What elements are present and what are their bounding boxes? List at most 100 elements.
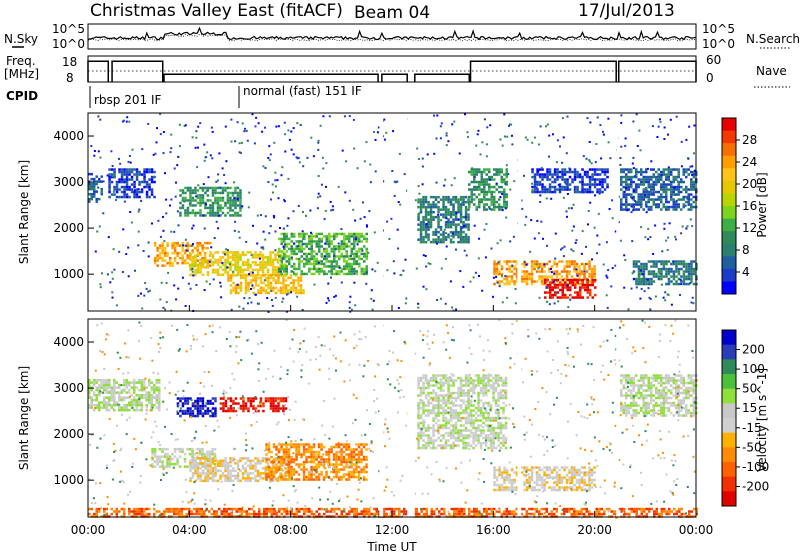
- echo-cell: [285, 463, 288, 466]
- echo-cell: [417, 404, 420, 407]
- echo-cell: [219, 273, 222, 277]
- echo-cell: [234, 206, 237, 210]
- echo-cell: [682, 282, 686, 286]
- echo-cell: [635, 168, 638, 171]
- echo-cell: [153, 450, 157, 453]
- echo-cell: [184, 412, 187, 415]
- echo-cell: [673, 186, 676, 189]
- echo-cell: [232, 289, 235, 292]
- echo-cell: [98, 393, 101, 397]
- echo-cell: [551, 173, 554, 176]
- echo-cell: [396, 180, 399, 183]
- echo-cell: [513, 282, 516, 286]
- echo-cell: [650, 168, 653, 171]
- echo-cell: [105, 381, 108, 384]
- echo-cell: [285, 272, 288, 276]
- echo-cell: [264, 279, 268, 282]
- echo-cell: [176, 164, 179, 167]
- echo-cell: [186, 209, 190, 212]
- echo-cell: [650, 175, 653, 179]
- echo-cell: [662, 190, 665, 194]
- echo-cell: [664, 291, 667, 294]
- echo-cell: [302, 470, 306, 474]
- echo-cell: [289, 289, 293, 292]
- echo-cell: [168, 455, 172, 458]
- echo-cell: [123, 195, 126, 199]
- echo-cell: [280, 270, 282, 273]
- echo-cell: [464, 238, 468, 241]
- echo-cell: [90, 388, 93, 392]
- echo-cell: [284, 274, 288, 277]
- echo-cell: [626, 209, 629, 212]
- echo-cell: [95, 403, 98, 407]
- echo-cell: [520, 277, 524, 281]
- echo-cell: [125, 120, 128, 123]
- echo-cell: [183, 249, 187, 252]
- echo-cell: [113, 383, 116, 387]
- echo-cell: [252, 276, 255, 280]
- echo-cell: [189, 189, 192, 192]
- echo-cell: [665, 190, 668, 194]
- echo-cell: [287, 443, 291, 446]
- echo-cell: [551, 278, 554, 282]
- noise-panel: N.Sky 10^5 10^0 10^5 10^0 N.Search: [4, 22, 800, 51]
- echo-cell: [345, 245, 348, 248]
- echo-cell: [490, 195, 493, 199]
- echo-cell: [325, 185, 327, 188]
- echo-cell: [171, 452, 174, 456]
- echo-cell: [447, 195, 450, 199]
- echo-cell: [195, 136, 198, 139]
- echo-cell: [437, 208, 440, 211]
- echo-cell: [155, 378, 158, 382]
- echo-cell: [115, 381, 118, 384]
- echo-cell: [355, 270, 358, 273]
- echo-cell: [642, 270, 646, 273]
- echo-cell: [322, 465, 326, 469]
- echo-cell: [214, 201, 217, 205]
- echo-cell: [277, 409, 280, 413]
- echo-cell: [556, 178, 559, 181]
- echo-cell: [424, 441, 428, 445]
- echo-cell: [244, 286, 248, 290]
- echo-cell: [282, 276, 285, 280]
- echo-cell: [155, 393, 158, 397]
- echo-cell: [447, 235, 450, 239]
- echo-cell: [685, 195, 688, 199]
- echo-cell: [680, 283, 683, 286]
- echo-cell: [204, 261, 207, 264]
- echo-cell: [627, 183, 630, 186]
- echo-cell: [256, 457, 260, 460]
- echo-cell: [88, 200, 91, 203]
- echo-cell: [194, 459, 197, 463]
- echo-cell: [647, 175, 650, 179]
- echo-cell: [570, 275, 574, 278]
- echo-cell: [693, 152, 695, 155]
- echo-cell: [440, 219, 443, 222]
- echo-cell: [183, 460, 187, 463]
- echo-cell: [98, 391, 101, 394]
- echo-cell: [335, 463, 338, 466]
- echo-cell: [635, 282, 638, 286]
- echo-cell: [254, 274, 258, 277]
- echo-cell: [451, 306, 453, 309]
- echo-cell: [548, 178, 552, 181]
- echo-cell: [690, 180, 693, 184]
- echo-cell: [211, 186, 215, 190]
- echo-cell: [271, 261, 275, 264]
- echo-cell: [357, 478, 361, 481]
- echo-cell: [589, 293, 592, 297]
- echo-cell: [417, 198, 420, 201]
- echo-cell: [176, 447, 179, 451]
- echo-cell: [551, 190, 554, 194]
- echo-cell: [300, 443, 303, 446]
- echo-cell: [449, 220, 453, 224]
- echo-cell: [272, 399, 275, 403]
- echo-cell: [492, 295, 494, 298]
- echo-cell: [290, 265, 293, 268]
- echo-cell: [247, 274, 250, 277]
- echo-cell: [528, 275, 531, 278]
- echo-cell: [424, 396, 428, 400]
- echo-cell: [530, 265, 534, 268]
- echo-cell: [246, 459, 250, 463]
- echo-cell: [508, 282, 511, 286]
